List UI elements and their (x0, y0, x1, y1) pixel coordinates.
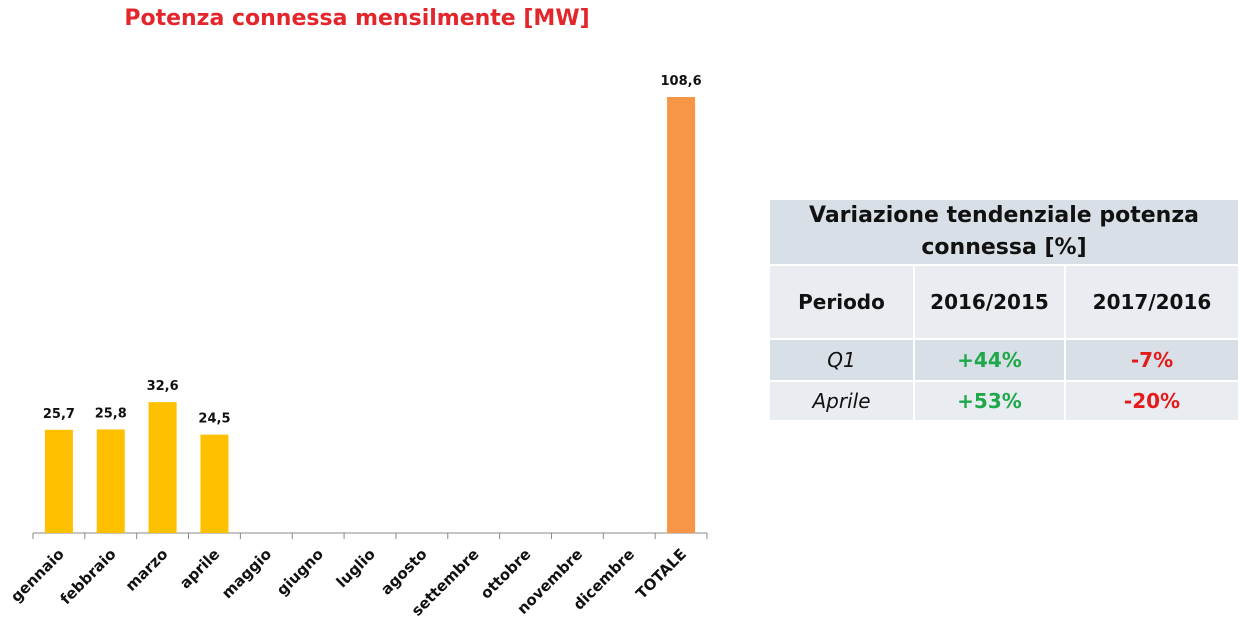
value-label: 25,8 (95, 406, 127, 421)
x-tick-label: TOTALE (632, 545, 690, 603)
bar (200, 434, 229, 533)
x-tick-label: marzo (122, 545, 172, 595)
value-label: 32,6 (147, 379, 179, 394)
cell: Aprile (768, 380, 915, 422)
bar (96, 429, 125, 533)
header-cell: 2016/2015 (913, 264, 1066, 340)
x-tick-label: agosto (377, 545, 430, 598)
cell: +44% (913, 338, 1066, 382)
value-label: 24,5 (198, 412, 230, 427)
chart-title: Potenza connessa mensilmente [MW] (124, 6, 589, 31)
bar (667, 97, 696, 533)
chart: Potenza connessa mensilmente [MW] gennai… (7, 6, 708, 618)
value-label: 25,7 (43, 407, 75, 422)
value-label: 108,6 (661, 74, 702, 89)
table-title: Variazione tendenziale potenza connessa … (768, 198, 1240, 266)
x-tick-label: febbraio (57, 545, 120, 608)
x-tick-label: giugno (273, 545, 327, 599)
variation-table: Variazione tendenziale potenza connessa … (768, 198, 1240, 422)
x-tick-label: luglio (333, 545, 379, 591)
cell: -20% (1064, 380, 1240, 422)
x-tick-label: maggio (218, 545, 275, 602)
cell: -7% (1064, 338, 1240, 382)
bar (148, 402, 177, 533)
bar (44, 429, 73, 533)
header-cell: Periodo (768, 264, 915, 340)
cell: Q1 (768, 338, 915, 382)
cell: +53% (913, 380, 1066, 422)
header-cell: 2017/2016 (1064, 264, 1240, 340)
x-tick-label: aprile (176, 545, 223, 592)
